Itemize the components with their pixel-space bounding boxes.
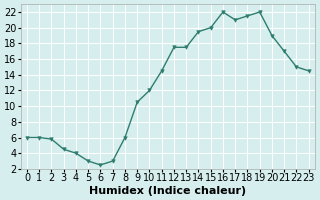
X-axis label: Humidex (Indice chaleur): Humidex (Indice chaleur) [89, 186, 246, 196]
